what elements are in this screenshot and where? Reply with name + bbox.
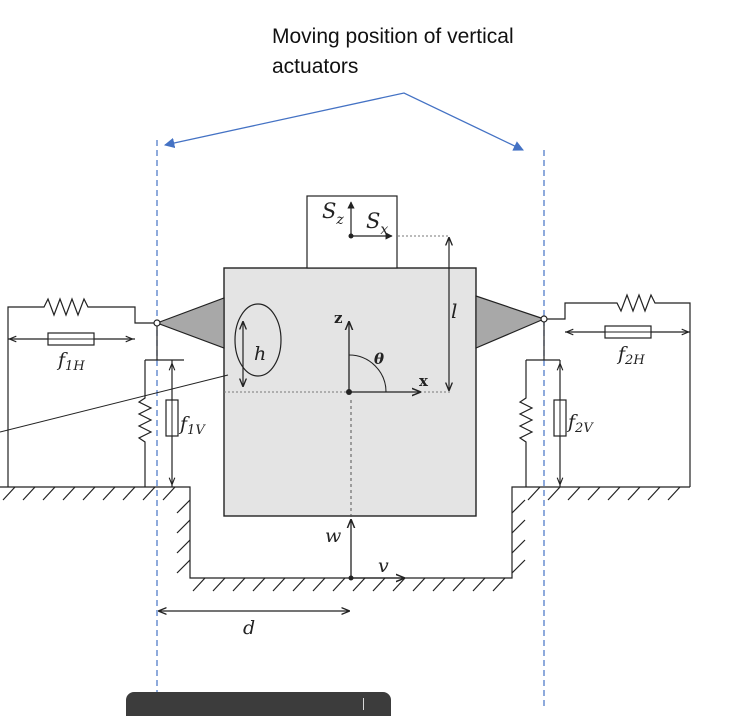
left-joint [153, 319, 161, 327]
z-axis-label: z [334, 309, 343, 327]
annotation-arrows [163, 92, 524, 151]
d-label: d [243, 617, 255, 639]
left-connector [155, 297, 225, 349]
cg-point [346, 389, 352, 395]
f1v-label: f1V [178, 413, 206, 438]
sz-label: Sz [322, 199, 344, 228]
cg-axes [349, 322, 420, 392]
v-label: v [378, 555, 389, 577]
h-label: h [254, 343, 266, 365]
annotation-caption: Moving position of vertical actuators [272, 25, 514, 78]
toolbar-separator [363, 698, 364, 710]
pointer-line [0, 374, 229, 433]
x-axis-label: x [419, 372, 429, 390]
annotation-arrow [163, 92, 524, 151]
f1h-label: f1H [56, 349, 85, 374]
right-joint [540, 315, 548, 323]
left-horizontal-suspension [7, 297, 154, 487]
l-label: l [451, 299, 457, 323]
h-ellipse [234, 303, 282, 377]
left-vertical-suspension [137, 326, 184, 487]
f2v-label: f2V [566, 411, 594, 436]
sx-label: Sx [366, 209, 388, 238]
right-horizontal-suspension [547, 293, 691, 487]
right-vertical-suspension [518, 322, 567, 487]
ground-origin [348, 575, 354, 581]
floating-toolbar[interactable] [126, 692, 391, 716]
sensor-origin [348, 233, 354, 239]
f2h-label: f2H [616, 343, 645, 368]
theta-label: θ [374, 350, 384, 368]
ground-hatching [2, 486, 681, 592]
right-connector [475, 295, 546, 349]
sensor-axes [347, 201, 393, 240]
w-label: w [325, 525, 341, 547]
